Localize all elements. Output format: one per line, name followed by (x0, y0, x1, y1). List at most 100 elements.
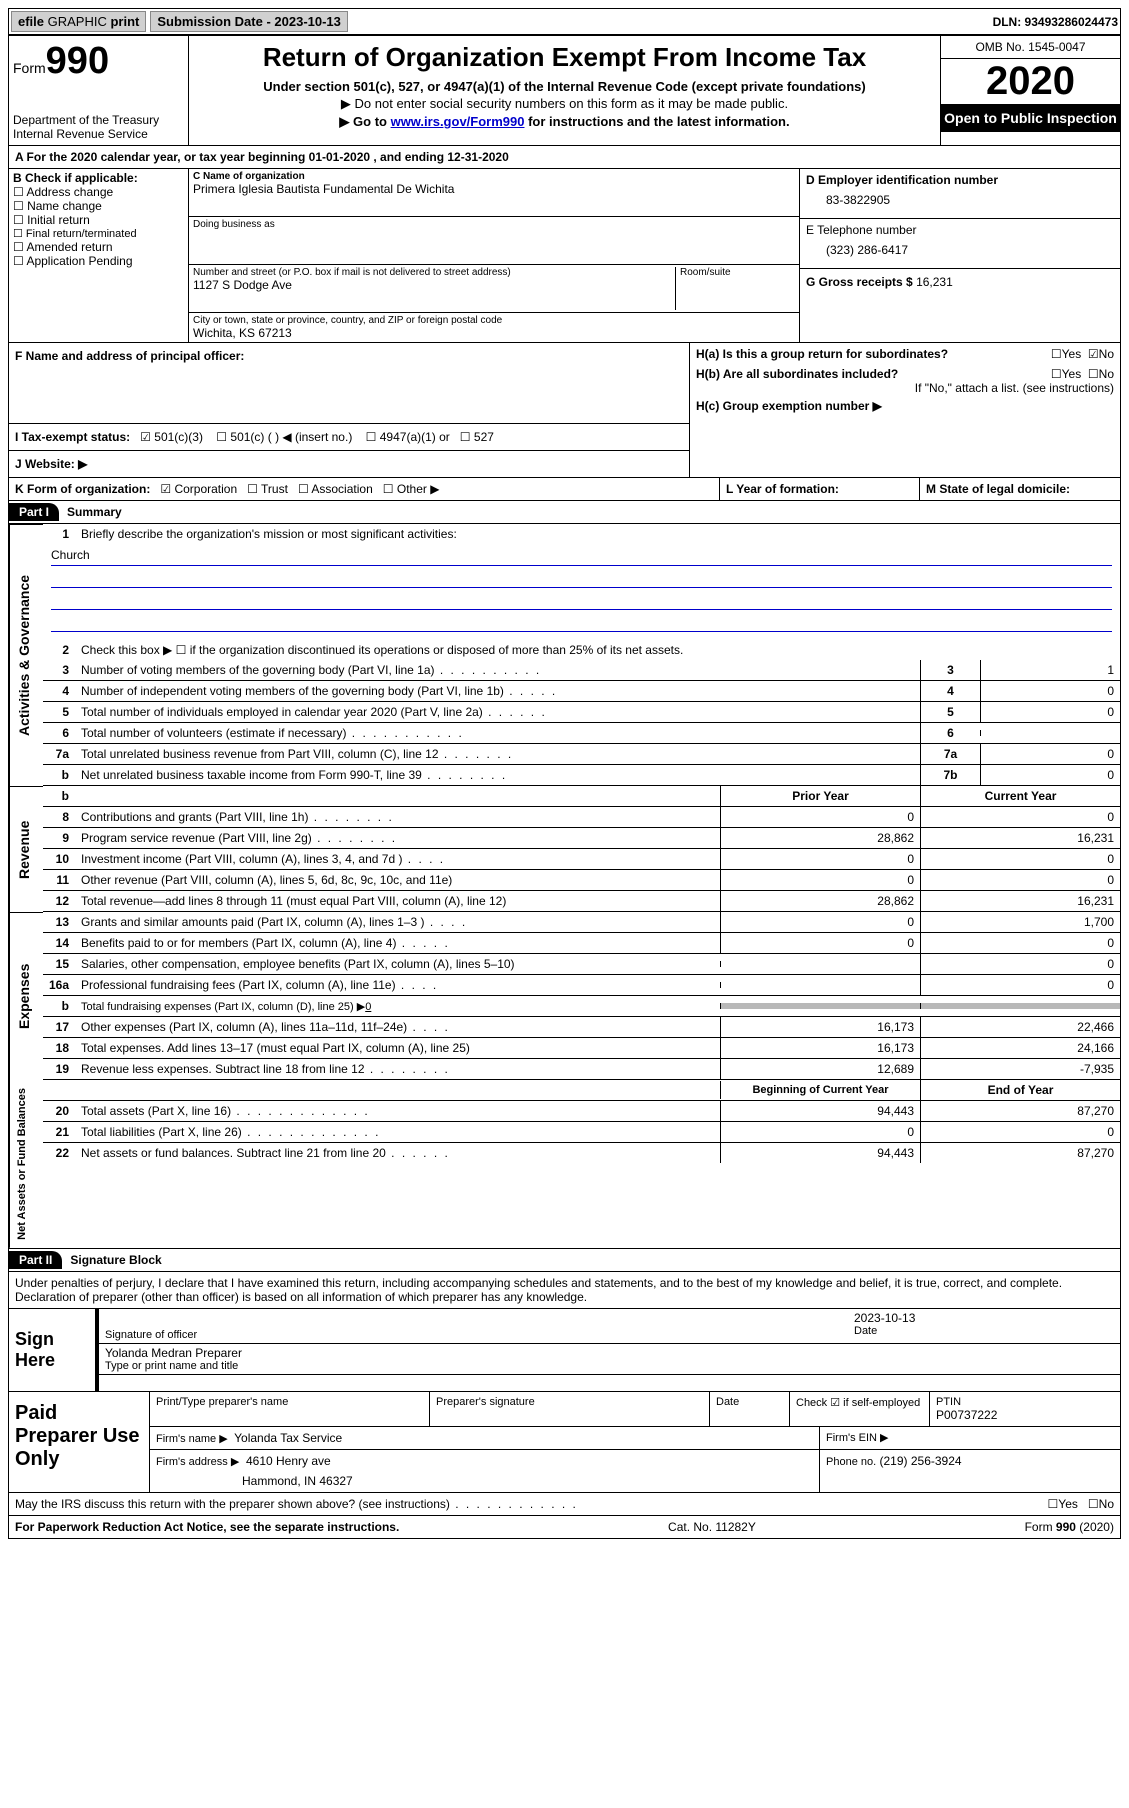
line-7b-no: b (43, 765, 75, 785)
hc-row: H(c) Group exemption number ▶ (696, 399, 1114, 413)
cb-corporation[interactable]: ☑ Corporation (160, 482, 237, 496)
vert-revenue: Revenue (9, 786, 43, 912)
omb-number: OMB No. 1545-0047 (941, 36, 1120, 59)
discuss-no[interactable]: ☐No (1088, 1497, 1114, 1511)
line-22-text: Net assets or fund balances. Subtract li… (75, 1143, 720, 1163)
line-16b-current (920, 1003, 1120, 1009)
ein-value: 83-3822905 (806, 187, 1114, 207)
line-11-text: Other revenue (Part VIII, column (A), li… (75, 870, 720, 890)
line-4-text: Number of independent voting members of … (75, 681, 920, 701)
cb-other[interactable]: ☐ Other ▶ (383, 482, 440, 496)
dba-label: Doing business as (193, 219, 795, 230)
line-17-prior: 16,173 (720, 1017, 920, 1037)
mission-line-2 (51, 570, 1112, 588)
line-8-prior: 0 (720, 807, 920, 827)
irs-link[interactable]: www.irs.gov/Form990 (391, 114, 525, 129)
cb-address-change[interactable]: ☐ Address change (13, 185, 184, 199)
sig-officer-label: Signature of officer (105, 1311, 854, 1341)
line-7a-no: 7a (43, 744, 75, 764)
declaration-text: Under penalties of perjury, I declare th… (8, 1272, 1121, 1309)
ein-label: D Employer identification number (806, 173, 1114, 187)
officer-name-label: Type or print name and title (105, 1360, 1114, 1372)
cb-trust[interactable]: ☐ Trust (247, 482, 288, 496)
cb-501c[interactable]: ☐ 501(c) ( ) ◀ (insert no.) (216, 430, 352, 444)
discuss-row: May the IRS discuss this return with the… (8, 1493, 1121, 1516)
part-i-title: Summary (59, 501, 130, 523)
form-number: Form990 (13, 40, 184, 83)
line-20-text: Total assets (Part X, line 16) . . . . .… (75, 1101, 720, 1121)
line-16a-current: 0 (920, 975, 1120, 995)
tel-value: (323) 286-6417 (806, 237, 1114, 257)
cb-amended-return[interactable]: ☐ Amended return (13, 240, 184, 254)
cb-initial-return[interactable]: ☐ Initial return (13, 213, 184, 227)
page-footer: For Paperwork Reduction Act Notice, see … (8, 1516, 1121, 1539)
footer-right: Form 990 (2020) (1025, 1520, 1114, 1534)
line-19-text: Revenue less expenses. Subtract line 18 … (75, 1059, 720, 1079)
line-16b-no: b (43, 996, 75, 1016)
line-9-prior: 28,862 (720, 828, 920, 848)
dept-label: Department of the Treasury (13, 113, 184, 127)
line-3-val: 1 (980, 660, 1120, 680)
line-20-no: 20 (43, 1101, 75, 1121)
cb-name-change[interactable]: ☐ Name change (13, 199, 184, 213)
cb-association[interactable]: ☐ Association (298, 482, 373, 496)
cb-final-return[interactable]: ☐ Final return/terminated (13, 227, 184, 240)
gross-value: 16,231 (916, 275, 953, 289)
cb-application-pending[interactable]: ☐ Application Pending (13, 254, 184, 268)
line-16b-text: Total fundraising expenses (Part IX, col… (75, 997, 720, 1016)
cb-527[interactable]: ☐ 527 (460, 430, 494, 444)
line-18-text: Total expenses. Add lines 13–17 (must eq… (75, 1038, 720, 1058)
part-ii-badge: Part II (9, 1251, 62, 1269)
officer-name: Yolanda Medran Preparer (105, 1346, 1114, 1360)
line-14-no: 14 (43, 933, 75, 953)
efile-button[interactable]: efile efile GRAPHIC printGRAPHIC print (11, 11, 146, 32)
section-b-g: B Check if applicable: ☐ Address change … (8, 169, 1121, 343)
line-6-text: Total number of volunteers (estimate if … (75, 723, 920, 743)
column-d-g: D Employer identification number 83-3822… (800, 169, 1120, 342)
firm-addr2: Hammond, IN 46327 (156, 1468, 813, 1488)
form-header: Form990 Department of the Treasury Inter… (8, 35, 1121, 146)
line-6-num: 6 (920, 723, 980, 743)
mission-value: Church (51, 548, 1112, 566)
end-year-hdr: End of Year (920, 1080, 1120, 1100)
part-i-badge: Part I (9, 503, 59, 521)
ha-no[interactable]: ☑No (1088, 347, 1114, 361)
line-9-text: Program service revenue (Part VIII, line… (75, 828, 720, 848)
cb-501c3[interactable]: ☑ 501(c)(3) (140, 430, 203, 444)
line-7a-text: Total unrelated business revenue from Pa… (75, 744, 920, 764)
submission-date-button[interactable]: Submission Date - 2023-10-13 (150, 11, 348, 32)
line-18-prior: 16,173 (720, 1038, 920, 1058)
prep-check-label: Check ☑ if self-employed (790, 1392, 930, 1426)
row-k-l-m: K Form of organization: ☑ Corporation ☐ … (8, 478, 1121, 501)
footer-mid: Cat. No. 11282Y (668, 1520, 756, 1534)
line-8-text: Contributions and grants (Part VIII, lin… (75, 807, 720, 827)
line-7a-val: 0 (980, 744, 1120, 764)
f-label: F Name and address of principal officer: (15, 349, 683, 363)
line-3-no: 3 (43, 660, 75, 680)
line-7b-num: 7b (920, 765, 980, 785)
cb-4947[interactable]: ☐ 4947(a)(1) or (366, 430, 450, 444)
ha-row: H(a) Is this a group return for subordin… (696, 347, 1114, 361)
line-5-text: Total number of individuals employed in … (75, 702, 920, 722)
hb-yes[interactable]: ☐Yes (1051, 367, 1081, 381)
sign-here-label: Sign Here (9, 1309, 99, 1391)
j-label: J Website: ▶ (15, 457, 87, 471)
line-16a-prior (720, 982, 920, 988)
discuss-yes[interactable]: ☐Yes (1048, 1497, 1078, 1511)
ha-yes[interactable]: ☐Yes (1051, 347, 1081, 361)
line-16a-no: 16a (43, 975, 75, 995)
line-1-text: Briefly describe the organization's miss… (75, 524, 1120, 544)
line-15-prior (720, 961, 920, 967)
mission-line-4 (51, 614, 1112, 632)
line-9-current: 16,231 (920, 828, 1120, 848)
vert-governance: Activities & Governance (9, 524, 43, 786)
line-22-prior: 94,443 (720, 1143, 920, 1163)
line-19-prior: 12,689 (720, 1059, 920, 1079)
street-value: 1127 S Dodge Ave (193, 278, 675, 292)
phone-label: Phone no. (826, 1456, 876, 1468)
vert-net-assets: Net Assets or Fund Balances (9, 1080, 43, 1248)
sig-date-value: 2023-10-13 (854, 1311, 1114, 1325)
current-year-hdr: Current Year (920, 786, 1120, 806)
hb-no[interactable]: ☐No (1088, 367, 1114, 381)
prior-year-hdr: Prior Year (720, 786, 920, 806)
